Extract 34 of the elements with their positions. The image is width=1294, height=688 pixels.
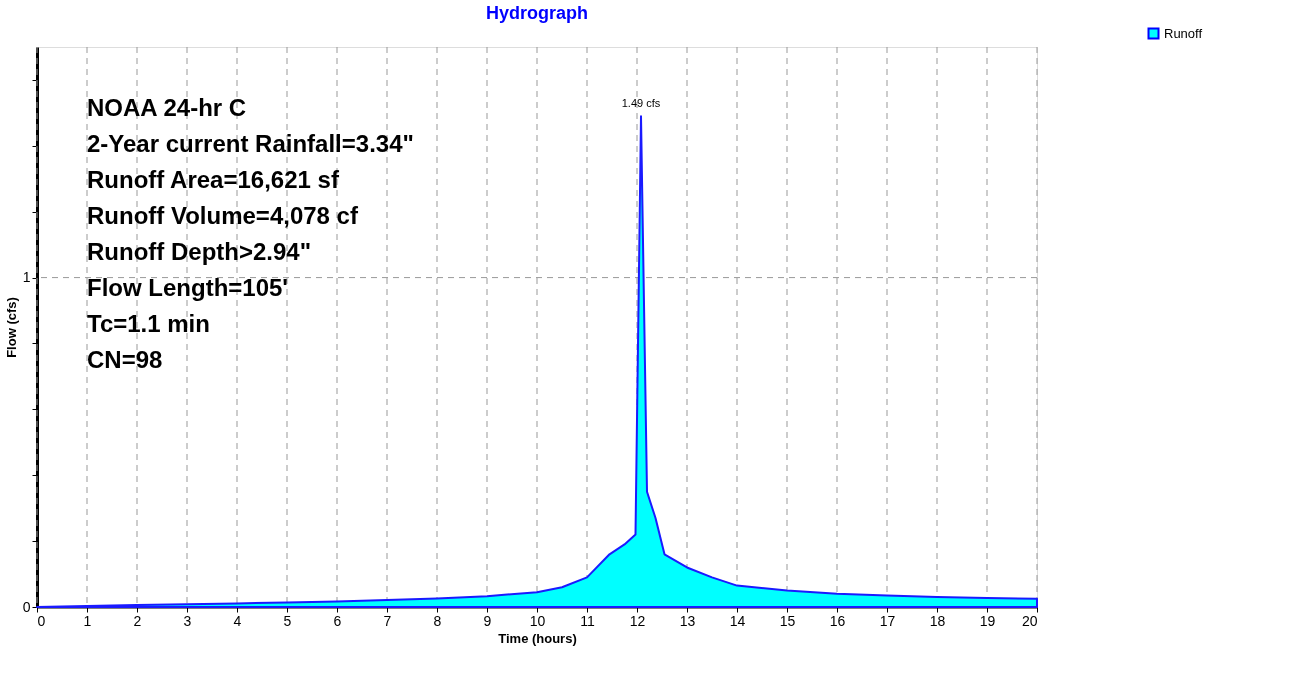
annotation: Runoff Area=16,621 sf	[87, 166, 340, 193]
x-tick-label: 10	[529, 612, 546, 629]
x-tick-label: 12	[629, 612, 646, 629]
x-tick-label: 2	[133, 612, 142, 629]
x-tick-label: 6	[333, 612, 342, 629]
legend-label: Runoff	[1164, 25, 1203, 41]
x-tick-label: 7	[383, 612, 392, 629]
x-tick-label: 8	[433, 612, 442, 629]
annotation: Tc=1.1 min	[87, 310, 210, 337]
annotation: 2-Year current Rainfall=3.34"	[87, 130, 414, 157]
y-axis-title: Flow (cfs)	[3, 297, 19, 358]
x-tick-label: 19	[979, 612, 996, 629]
x-tick-label: 16	[829, 612, 846, 629]
x-tick-label: 15	[779, 612, 796, 629]
x-tick-label: 14	[729, 612, 746, 629]
annotation: CN=98	[87, 346, 163, 373]
x-tick-label: 20	[1021, 612, 1038, 629]
data-label: 1.49 cfs	[621, 97, 661, 110]
chart-title: Hydrograph	[485, 3, 589, 23]
x-tick-label: 0	[37, 612, 46, 629]
annotation: NOAA 24-hr C	[87, 94, 247, 121]
x-tick-label: 5	[283, 612, 292, 629]
x-axis-title: Time (hours)	[498, 630, 577, 646]
x-tick-label: 4	[233, 612, 242, 629]
annotation: Flow Length=105'	[87, 274, 289, 301]
x-tick-label: 18	[929, 612, 946, 629]
annotation: Runoff Volume=4,078 cf	[87, 202, 359, 229]
x-tick-label: 13	[679, 612, 696, 629]
x-tick-label: 17	[879, 612, 896, 629]
x-tick-label: 3	[183, 612, 192, 629]
annotation: Runoff Depth>2.94"	[87, 238, 312, 265]
x-tick-label: 1	[83, 612, 92, 629]
x-tick-label: 9	[483, 612, 492, 629]
x-tick-label: 11	[580, 612, 595, 629]
